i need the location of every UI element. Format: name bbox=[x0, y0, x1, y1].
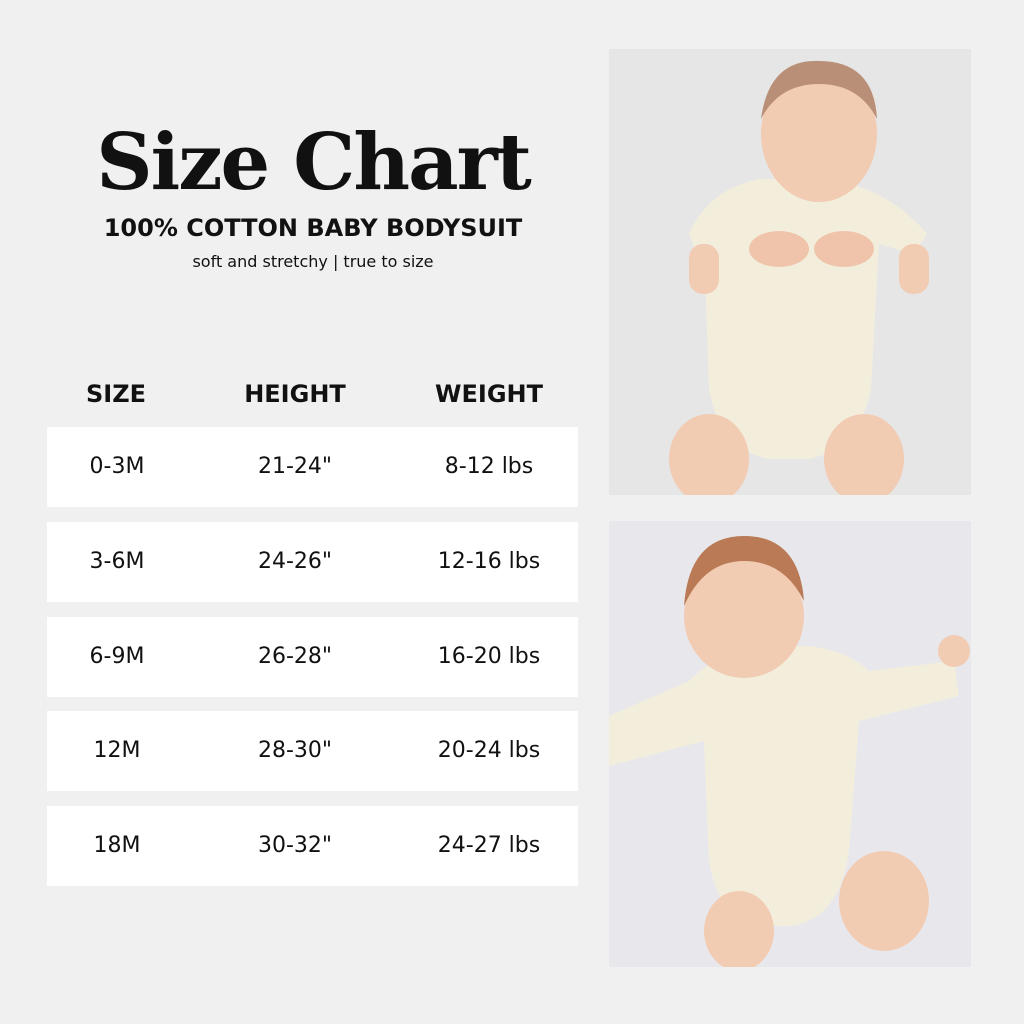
page-title: Size Chart bbox=[96, 117, 532, 208]
table-row: 3-6M 24-26" 12-16 lbs bbox=[47, 522, 578, 602]
weight-cell: 8-12 lbs bbox=[444, 454, 534, 479]
size-cell: 0-3M bbox=[89, 454, 145, 479]
size-cell: 6-9M bbox=[89, 644, 145, 669]
size-cell: 3-6M bbox=[89, 549, 145, 574]
table-row: 0-3M 21-24" 8-12 lbs bbox=[47, 427, 578, 507]
photo-long-sleeve-bodysuit bbox=[609, 521, 971, 967]
column-header-size: SIZE bbox=[85, 380, 146, 408]
weight-cell: 12-16 lbs bbox=[437, 549, 541, 574]
table-row: 6-9M 26-28" 16-20 lbs bbox=[47, 617, 578, 697]
weight-cell: 20-24 lbs bbox=[437, 738, 541, 763]
height-cell: 28-30" bbox=[257, 738, 333, 763]
height-cell: 30-32" bbox=[257, 833, 333, 858]
column-header-height: HEIGHT bbox=[244, 380, 346, 408]
table-row: 12M 28-30" 20-24 lbs bbox=[47, 711, 578, 791]
size-cell: 18M bbox=[93, 833, 141, 858]
size-cell: 12M bbox=[93, 738, 141, 763]
weight-cell: 16-20 lbs bbox=[437, 644, 541, 669]
height-cell: 21-24" bbox=[257, 454, 333, 479]
column-header-weight: WEIGHT bbox=[435, 380, 543, 408]
height-cell: 26-28" bbox=[257, 644, 333, 669]
height-cell: 24-26" bbox=[257, 549, 333, 574]
product-subtitle: 100% COTTON BABY BODYSUIT bbox=[103, 214, 523, 242]
weight-cell: 24-27 lbs bbox=[437, 833, 541, 858]
table-row: 18M 30-32" 24-27 lbs bbox=[47, 806, 578, 886]
photo-short-sleeve-bodysuit bbox=[609, 49, 971, 495]
tagline: soft and stretchy | true to size bbox=[192, 252, 434, 271]
